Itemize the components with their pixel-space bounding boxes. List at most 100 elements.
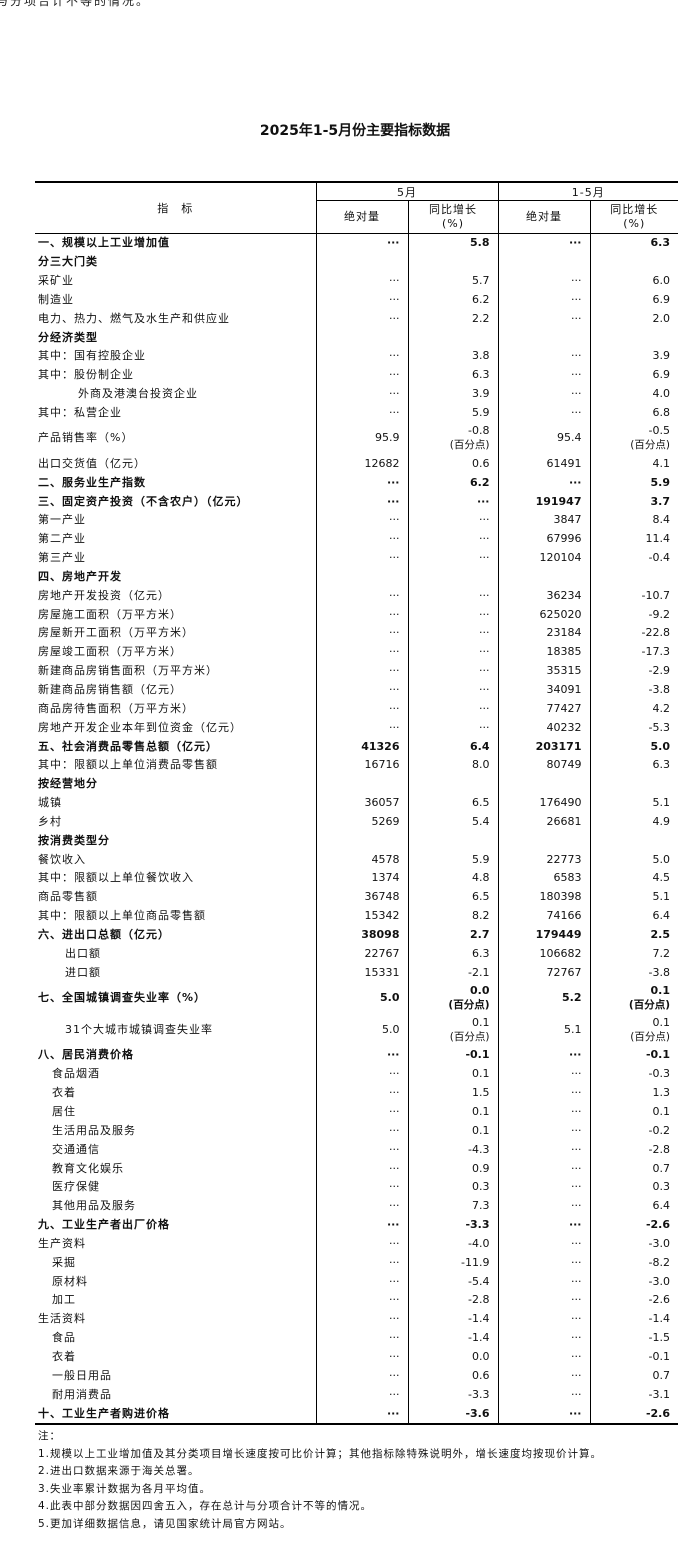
cell-month-abs: 12682: [315, 454, 408, 474]
cell-value: 5.2: [562, 991, 582, 1005]
row-label: 进口额: [65, 965, 101, 979]
cell-value: ···: [389, 1331, 400, 1345]
cell-value: 41326: [361, 739, 400, 753]
cell-value: -1.5: [648, 1331, 670, 1345]
cell-cum-yoy: 5.0: [589, 737, 678, 756]
cell-month-yoy: 8.0: [407, 755, 498, 775]
cell-cum-yoy: [589, 252, 678, 272]
cell-cum-yoy: -0.5 (百分点): [589, 422, 678, 455]
cell-value: -0.1: [648, 1349, 670, 1363]
table-row: 外商及港澳台投资企业 ··· 3.9 ··· 4.0: [35, 384, 678, 404]
row-label: 交通通信: [52, 1142, 100, 1156]
cell-value: -8.2: [648, 1255, 670, 1269]
cell-cum-abs: 22773: [497, 850, 590, 869]
cell-cum-yoy: -0.1: [589, 1046, 678, 1065]
table-row: 生活用品及服务 ··· 0.1 ··· -0.2: [35, 1121, 678, 1141]
cell-month-abs: 36748: [315, 887, 408, 907]
cell-cum-abs: 80749: [497, 755, 590, 775]
cell-value: 0.1: [472, 1105, 490, 1119]
cell-month-yoy: -4.0: [407, 1234, 498, 1254]
cell-cum-abs: ···: [497, 1385, 590, 1405]
cell-month-yoy: 5.7: [407, 271, 498, 291]
cell-month-yoy: 0.1: [407, 1121, 498, 1141]
cell-value: -3.0: [648, 1274, 670, 1288]
table-row: 电力、热力、燃气及水生产和供应业 ··· 2.2 ··· 2.0: [35, 309, 678, 329]
table-row: 房地产开发投资（亿元） ··· ··· 36234 -10.7: [35, 586, 678, 606]
cell-value: ···: [571, 1086, 582, 1100]
cell-value: 0.0: [472, 1349, 490, 1363]
cell-cum-abs: ···: [497, 1404, 590, 1425]
cell-month-yoy: 4.8: [407, 869, 498, 888]
cell-cum-yoy: 0.1: [589, 1102, 678, 1122]
cell-cum-abs: ···: [497, 1215, 590, 1235]
row-label: 出口交货值（亿元）: [38, 456, 146, 470]
cell-value: ···: [571, 1199, 582, 1213]
table-row: 六、进出口总额（亿元） 38098 2.7 179449 2.5: [35, 925, 678, 945]
row-label: 其中：国有控股企业: [38, 349, 146, 363]
cell-value: ···: [571, 406, 582, 420]
row-label: 房屋新开工面积（万平方米）: [38, 626, 194, 640]
cell-cum-yoy: -0.4: [589, 548, 678, 568]
cell-unit-note: (百分点): [630, 1031, 670, 1044]
cell-cum-yoy: 0.7: [589, 1366, 678, 1386]
table-row: 按消费类型分: [35, 831, 678, 851]
cell-cum-yoy: -3.8: [589, 680, 678, 700]
cell-cum-abs: ···: [497, 1309, 590, 1329]
cell-month-yoy: 0.6: [407, 1366, 498, 1386]
row-label: 其中：限额以上单位商品零售额: [38, 909, 206, 923]
cell-month-abs: ···: [315, 1177, 408, 1197]
cell-month-yoy: -11.9: [407, 1253, 498, 1273]
cell-value: 5.4: [472, 814, 490, 828]
cell-month-yoy: 0.0: [407, 1347, 498, 1367]
cell-cum-yoy: -3.1: [589, 1385, 678, 1405]
cell-value: ···: [389, 513, 400, 527]
row-label: 其中：私营企业: [38, 406, 122, 420]
cell-cum-abs: 23184: [497, 624, 590, 643]
cell-value: 6.9: [652, 368, 671, 382]
cell-cum-yoy: -8.2: [589, 1253, 678, 1273]
row-label: 加工: [52, 1293, 76, 1307]
cell-month-yoy: 6.5: [407, 887, 498, 907]
cell-value: 77427: [546, 701, 582, 715]
cell-cum-abs: [497, 252, 590, 272]
row-label: 其中：限额以上单位餐饮收入: [38, 871, 194, 885]
cell-value: 22767: [364, 946, 400, 960]
table-row: 一般日用品 ··· 0.6 ··· 0.7: [35, 1366, 678, 1386]
cell-value: -1.4: [648, 1312, 670, 1326]
header-yoy-label: 同比增长: [610, 203, 659, 216]
header-cum-abs: 绝对量: [497, 200, 590, 234]
cell-month-yoy: 0.9: [407, 1159, 498, 1178]
cell-value: ···: [479, 551, 490, 565]
cell-cum-yoy: -9.2: [589, 605, 678, 625]
cell-value: ···: [479, 664, 490, 678]
cell-cum-yoy: 6.3: [589, 755, 678, 775]
cell-month-yoy: [407, 328, 498, 348]
cell-value: ···: [568, 1048, 582, 1062]
cell-month-abs: ···: [315, 347, 408, 366]
cell-month-abs: 4578: [315, 850, 408, 869]
row-label: 五、社会消费品零售总额（亿元）: [38, 739, 218, 753]
cell-value: ···: [389, 720, 400, 734]
cell-cum-yoy: 6.4: [589, 906, 678, 926]
row-label: 第三产业: [38, 551, 86, 565]
cell-month-yoy: -3.3: [407, 1385, 498, 1405]
cell-value: ···: [389, 1255, 400, 1269]
cell-cum-abs: ···: [497, 365, 590, 385]
cell-month-abs: 15331: [315, 963, 408, 983]
cell-value: 74166: [546, 909, 582, 923]
cell-value: 0.7: [652, 1161, 671, 1175]
cell-value: 6.0: [652, 274, 671, 288]
cell-value: ···: [571, 1349, 582, 1363]
cell-value: ···: [389, 292, 400, 306]
cell-value: 8.0: [472, 758, 490, 772]
cell-cum-abs: 36234: [497, 586, 590, 606]
cell-value: 0.1: [472, 1123, 490, 1137]
cell-value: ···: [389, 664, 400, 678]
cell-month-abs: 5269: [315, 812, 408, 832]
cell-cum-abs: ···: [497, 473, 590, 493]
cell-month-yoy: 6.2: [407, 290, 498, 310]
cell-value: -0.2: [648, 1123, 670, 1137]
cell-cum-abs: 203171: [497, 737, 590, 756]
cell-value: 0.1: [652, 1016, 671, 1030]
table-row: 其中：私营企业 ··· 5.9 ··· 6.8: [35, 403, 678, 423]
